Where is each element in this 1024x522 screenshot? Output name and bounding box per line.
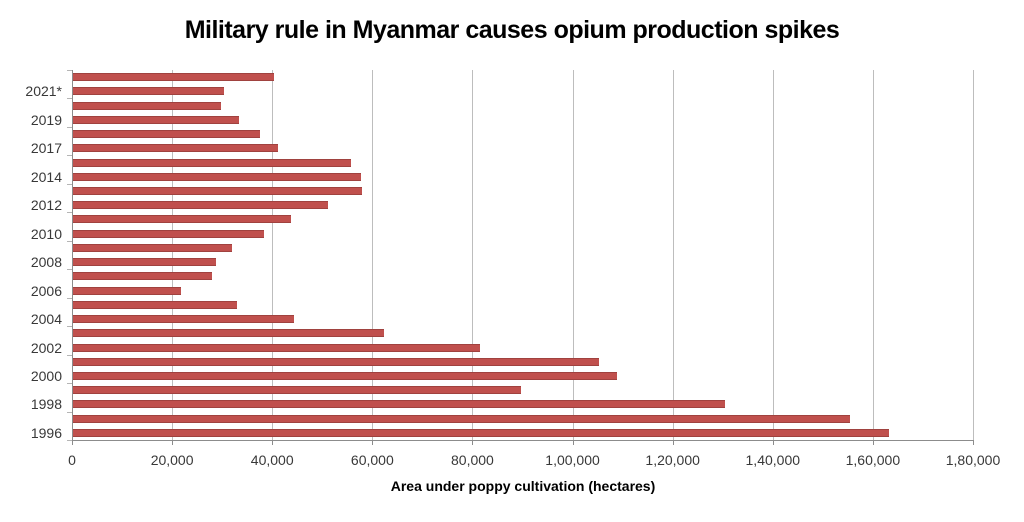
- gridline: [172, 70, 174, 440]
- x-axis-tick: [72, 441, 73, 445]
- y-axis-line: [72, 70, 73, 441]
- y-axis-tick: [67, 411, 72, 413]
- bar-2019: [73, 115, 239, 124]
- y-axis-tick: [67, 240, 72, 242]
- x-axis-tick-label: 1,00,000: [545, 452, 600, 468]
- bar-2003: [73, 329, 385, 338]
- bar-1996: [73, 428, 889, 437]
- y-axis-tick: [67, 326, 72, 328]
- y-axis-label: 2000: [30, 367, 62, 384]
- x-axis-tick: [172, 441, 174, 445]
- bar-1997: [73, 414, 850, 423]
- bar-2008: [73, 258, 216, 267]
- gridline: [672, 70, 674, 440]
- y-axis-label: 1996: [30, 424, 62, 441]
- y-axis-label: 2014: [30, 168, 62, 185]
- gridline: [372, 70, 374, 440]
- bar-1999: [73, 386, 521, 395]
- x-axis-tick-label: 60,000: [350, 452, 394, 468]
- bar-2002: [73, 343, 481, 352]
- bar-2007: [73, 272, 212, 281]
- x-axis-tick: [872, 441, 874, 445]
- bar-2015: [73, 158, 351, 167]
- x-axis-tick-label: 1,40,000: [745, 452, 801, 468]
- bar-2000: [73, 371, 618, 380]
- bar-2005: [73, 300, 238, 309]
- bar-2013: [73, 186, 363, 195]
- gridline: [973, 70, 974, 440]
- gridline: [872, 70, 874, 440]
- y-axis-label: 2006: [30, 282, 62, 299]
- bar-2010: [73, 229, 264, 238]
- bar-2001: [73, 357, 599, 366]
- bar-2012: [73, 201, 329, 210]
- chart-title: Military rule in Myanmar causes opium pr…: [184, 16, 840, 44]
- bar-2020: [73, 101, 221, 110]
- x-axis-tick-label: 1,80,000: [945, 452, 1001, 468]
- x-axis-tick: [672, 441, 674, 445]
- y-axis-tick: [67, 98, 72, 100]
- x-axis-tick-label: 1,60,000: [845, 452, 901, 468]
- bar-2022: [73, 73, 274, 82]
- y-axis-tick: [67, 383, 72, 385]
- y-axis-label: 1998: [30, 396, 62, 413]
- x-axis-tick: [272, 441, 274, 445]
- y-axis-label: 2021*: [25, 83, 62, 100]
- y-axis-label: 2002: [30, 339, 62, 356]
- y-axis-tick: [67, 297, 72, 299]
- y-axis-tick: [67, 155, 72, 157]
- x-axis-tick-label: 1,20,000: [645, 452, 700, 468]
- bar-2018: [73, 130, 260, 139]
- y-axis-label: 2008: [30, 254, 62, 271]
- x-axis-title: Area under poppy cultivation (hectares): [390, 478, 656, 494]
- bar-2004: [73, 315, 295, 324]
- bar-2021: [73, 87, 225, 96]
- bar-2017: [73, 144, 279, 153]
- bar-2009: [73, 243, 232, 252]
- y-axis-tick: [67, 269, 72, 271]
- y-axis-tick: [67, 183, 72, 185]
- y-axis-tick: [67, 126, 72, 128]
- x-axis-tick: [372, 441, 374, 445]
- x-axis-tick: [973, 441, 974, 445]
- x-axis-tick-label: 40,000: [250, 452, 294, 468]
- bar-2006: [73, 286, 181, 295]
- x-axis-line: [72, 440, 974, 441]
- gridline: [572, 70, 574, 440]
- y-axis-tick: [67, 440, 72, 441]
- gridline: [772, 70, 774, 440]
- gridline: [472, 70, 474, 440]
- y-axis-tick: [67, 354, 72, 356]
- bar-2014: [73, 172, 362, 181]
- x-axis-tick: [472, 441, 474, 445]
- x-axis-tick: [572, 441, 574, 445]
- y-axis-label: 2019: [30, 111, 62, 128]
- y-axis-label: 2010: [30, 225, 62, 242]
- y-axis-label: 2012: [30, 197, 62, 214]
- y-axis-label: 2017: [30, 140, 62, 157]
- bar-1998: [73, 400, 726, 409]
- x-axis-tick-label: 80,000: [451, 452, 494, 468]
- x-axis-tick: [772, 441, 774, 445]
- x-axis-tick-label: 0: [68, 452, 76, 468]
- bar-2011: [73, 215, 292, 224]
- y-axis-label: 2004: [30, 311, 62, 328]
- x-axis-tick-label: 20,000: [150, 452, 194, 468]
- plot-area: [72, 70, 974, 440]
- gridline: [272, 70, 274, 440]
- y-axis-tick: [67, 70, 72, 71]
- y-axis-tick: [67, 212, 72, 214]
